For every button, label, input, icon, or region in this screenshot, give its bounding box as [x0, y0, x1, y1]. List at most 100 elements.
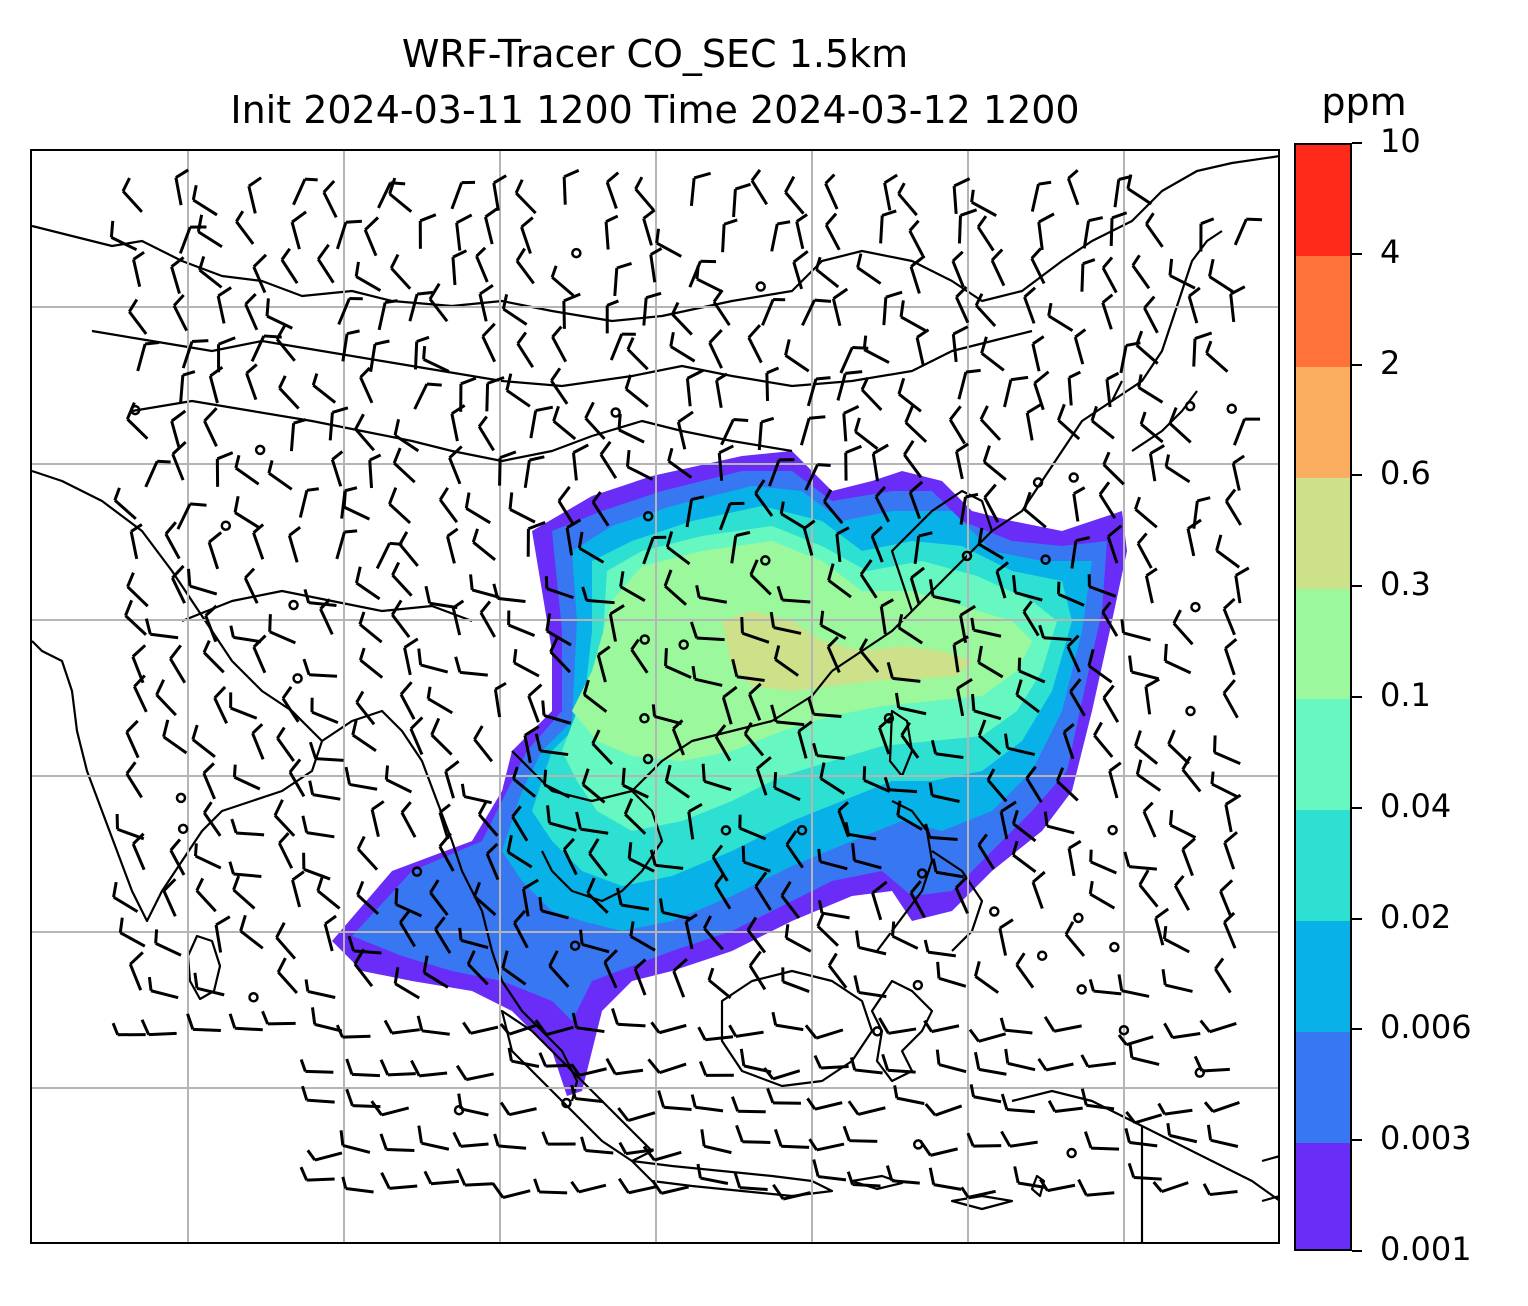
wind-barb-feather — [393, 418, 401, 436]
wind-barb — [1206, 1124, 1239, 1148]
wind-barb-feather — [973, 1051, 981, 1070]
wind-barb-feather — [827, 636, 839, 648]
wind-barb-feather — [473, 881, 482, 897]
wind-barb-shaft — [782, 1191, 811, 1201]
wind-barb-shaft — [545, 1063, 574, 1068]
wind-barb-feather — [605, 214, 619, 223]
colorbar-segment — [1296, 145, 1350, 257]
wind-barb — [878, 1017, 917, 1035]
wind-barb-shaft — [472, 540, 496, 561]
wind-barb-shaft — [357, 847, 379, 871]
wind-barb-feather — [822, 489, 833, 503]
wind-barb-feather — [883, 776, 891, 791]
wind-barb — [428, 282, 449, 323]
wind-barb-shaft — [995, 570, 1007, 599]
wind-barb-shaft — [493, 689, 502, 718]
wind-barb-feather — [999, 1017, 1006, 1031]
wind-barb-shaft — [1014, 591, 1043, 602]
wind-barb-shaft — [565, 527, 574, 556]
wind-barb — [813, 1054, 849, 1070]
wind-barb-feather — [1134, 730, 1142, 747]
wind-barb-shaft — [826, 646, 841, 674]
wind-barb-shaft — [888, 1027, 917, 1035]
wind-barb-shaft — [1128, 865, 1158, 871]
wind-barb-shaft — [356, 893, 380, 915]
wind-barb — [422, 346, 450, 373]
wind-barb — [1135, 330, 1159, 365]
wind-barb-feather — [218, 336, 236, 346]
wind-barb-feather — [399, 909, 411, 924]
wind-barb-feather — [261, 1010, 270, 1025]
wind-barb — [730, 1096, 766, 1114]
wind-barb-shaft — [548, 964, 570, 988]
wind-barb — [548, 950, 570, 988]
wind-barb-shaft — [685, 499, 694, 528]
wind-barb — [655, 228, 683, 258]
wind-barb-feather — [125, 761, 137, 775]
wind-barb — [534, 733, 569, 757]
wind-barb-shaft — [291, 879, 302, 908]
wind-barb-feather — [771, 1011, 778, 1026]
wind-barb — [1137, 374, 1164, 404]
wind-barb-feather — [686, 369, 704, 380]
wind-barb-shaft — [113, 499, 137, 520]
wind-barb-shaft — [819, 777, 846, 795]
wind-barb — [891, 921, 919, 950]
wind-barb — [664, 648, 692, 679]
calm-wind-circle — [254, 444, 266, 456]
wind-barb-shaft — [903, 453, 923, 479]
wind-barb-feather — [630, 638, 640, 651]
wind-barb — [202, 801, 222, 837]
wind-barb-shaft — [900, 734, 920, 759]
wind-barb-feather — [619, 571, 625, 587]
wind-barb-feather — [816, 911, 825, 927]
wind-barb — [1102, 451, 1125, 486]
wind-barb-feather — [1013, 1166, 1020, 1184]
wind-barb — [835, 526, 850, 563]
wind-barb-shaft — [999, 811, 1009, 840]
wind-barb-feather — [872, 443, 889, 455]
wind-barb — [562, 168, 580, 205]
wind-barb-shaft — [1054, 1106, 1083, 1113]
wind-barb — [836, 370, 863, 401]
wind-barb-shaft — [974, 975, 1000, 994]
wind-barb-shaft — [1143, 307, 1159, 334]
colorbar-segment — [1296, 809, 1350, 922]
wind-barb-feather — [299, 1059, 307, 1072]
wind-barb-shaft — [552, 419, 577, 441]
wind-barb-feather — [672, 719, 684, 730]
wind-barb — [1030, 247, 1046, 285]
colorbar-segment — [1296, 1031, 1350, 1143]
wind-barb — [267, 459, 293, 491]
wind-barb-feather — [1222, 679, 1236, 695]
wind-barb-shaft — [578, 546, 605, 564]
wind-barb — [512, 766, 537, 798]
wind-barb-shaft — [973, 1144, 1002, 1148]
wind-barb-feather — [779, 501, 785, 515]
wind-barb-shaft — [1113, 179, 1121, 208]
wind-barb-feather — [384, 299, 398, 305]
wind-barb — [444, 760, 460, 799]
wind-barb-shaft — [957, 371, 968, 400]
wind-barb — [842, 1125, 878, 1143]
wind-barb-feather — [973, 960, 981, 977]
wind-barb-feather — [439, 803, 451, 814]
wind-barb-shaft — [1102, 697, 1120, 723]
wind-barb-shaft — [471, 588, 500, 599]
wind-barb — [617, 413, 645, 444]
wind-barb-feather — [1064, 921, 1075, 936]
wind-barb — [847, 1100, 886, 1116]
calm-wind-circle — [1109, 941, 1120, 953]
wind-barb-shaft — [497, 596, 526, 604]
wind-barb — [481, 322, 497, 363]
colorbar-unit: ppm — [1321, 80, 1407, 124]
wind-barb-shaft — [736, 675, 765, 682]
wind-barb-shaft — [502, 307, 528, 326]
wind-barb-shaft — [342, 1034, 371, 1039]
wind-barb — [831, 287, 849, 327]
wind-barb — [629, 921, 656, 952]
wind-barb — [1088, 880, 1116, 910]
wind-barb-shaft — [276, 737, 295, 762]
wind-barb-shaft — [1091, 1146, 1120, 1151]
wind-barb-feather — [965, 492, 979, 499]
